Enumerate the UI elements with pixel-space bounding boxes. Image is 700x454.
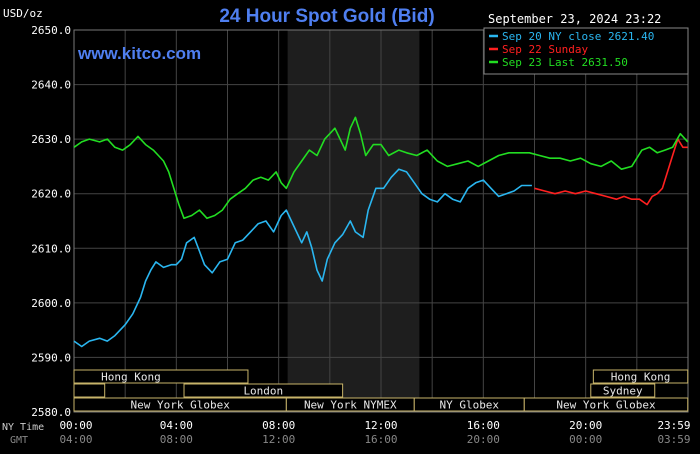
x-tick-label-gmt: 04:00 [59, 433, 92, 446]
session-label: Hong Kong [611, 371, 671, 384]
session-label: Hong Kong [101, 371, 161, 384]
x-tick-label-gmt: 16:00 [364, 433, 397, 446]
x-tick-label: 08:00 [262, 419, 295, 432]
y-tick-label: 2620.0 [31, 188, 71, 201]
session-label: New York Globex [556, 399, 656, 412]
x-tick-label: 12:00 [364, 419, 397, 432]
y-tick-label: 2630.0 [31, 133, 71, 146]
x-tick-label: 23:59 [657, 419, 690, 432]
series-line-2 [534, 138, 688, 206]
session-label: Sydney [603, 385, 643, 398]
session-label: London [243, 385, 283, 398]
session-bar-segment [73, 383, 106, 398]
unit-label: USD/oz [3, 7, 43, 20]
series-line-1 [73, 168, 532, 348]
x-tick-label-gmt: 20:00 [467, 433, 500, 446]
x-label-gmt: GMT [10, 435, 28, 446]
x-label-ny: NY Time [2, 422, 44, 433]
x-tick-label: 00:00 [59, 419, 92, 432]
y-tick-label: 2600.0 [31, 297, 71, 310]
session-label: New York NYMEX [304, 399, 397, 412]
nymex-session-shade [287, 30, 420, 412]
session-label: New York Globex [130, 399, 230, 412]
x-tick-label: 04:00 [160, 419, 193, 432]
y-tick-label: 2590.0 [31, 351, 71, 364]
date-stamp: September 23, 2024 23:22 [488, 12, 661, 26]
y-tick-label: 2580.0 [31, 406, 71, 419]
session-label: NY Globex [439, 399, 499, 412]
x-tick-label-gmt: 12:00 [262, 433, 295, 446]
x-tick-label-gmt: 03:59 [657, 433, 690, 446]
x-tick-label-gmt: 08:00 [160, 433, 193, 446]
y-tick-label: 2640.0 [31, 79, 71, 92]
chart-title: 24 Hour Spot Gold (Bid) [219, 6, 434, 27]
x-tick-label-gmt: 00:00 [569, 433, 602, 446]
session-bar [523, 397, 689, 412]
legend-entry: Sep 20 NY close 2621.40 [502, 30, 654, 43]
x-tick-label: 16:00 [467, 419, 500, 432]
legend-entry: Sep 22 Sunday [502, 43, 588, 56]
brand-watermark: www.kitco.com [77, 44, 201, 63]
session-bar [73, 369, 249, 384]
legend-box [483, 27, 689, 75]
plot-frame [73, 29, 689, 413]
session-bar [183, 383, 344, 398]
session-bar [592, 369, 689, 384]
series-line-3 [73, 116, 689, 220]
x-tick-label: 20:00 [569, 419, 602, 432]
y-tick-label: 2610.0 [31, 242, 71, 255]
y-tick-label: 2650.0 [31, 24, 71, 37]
legend-entry: Sep 23 Last 2631.50 [502, 56, 628, 69]
session-bar [590, 383, 656, 398]
